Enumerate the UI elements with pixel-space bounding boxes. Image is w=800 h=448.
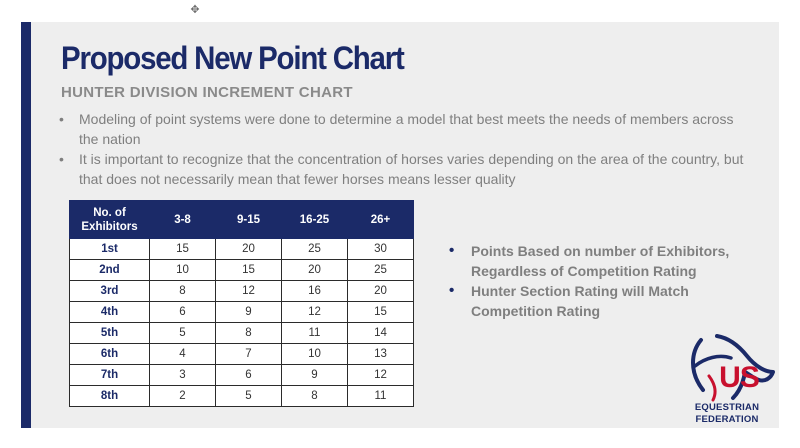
points-cell: 20	[215, 238, 282, 260]
table-row: 8th 2 5 8 11	[69, 385, 414, 407]
points-cell: 15	[347, 301, 414, 323]
move-cursor-icon: ✥	[190, 3, 200, 16]
points-cell: 7	[215, 343, 282, 365]
bullet-dot-icon: •	[59, 151, 64, 167]
logo-line-federation: FEDERATION	[695, 414, 759, 425]
place-cell: 1st	[69, 238, 150, 260]
table-row: 1st 15 20 25 30	[69, 238, 414, 260]
us-equestrian-logo: US EQUESTRIAN FEDERATION	[673, 332, 779, 428]
points-cell: 12	[215, 280, 282, 302]
intro-bullet-1: • Modeling of point systems were done to…	[57, 109, 747, 149]
table-row: 4th 6 9 12 15	[69, 301, 414, 323]
points-cell: 2	[149, 385, 216, 407]
header-range: 3-8	[149, 200, 216, 239]
summary-bullet-text: Hunter Section Rating will Match Competi…	[471, 283, 689, 319]
points-cell: 12	[347, 364, 414, 386]
points-cell: 14	[347, 322, 414, 344]
points-cell: 8	[215, 322, 282, 344]
table-row: 3rd 8 12 16 20	[69, 280, 414, 302]
points-cell: 13	[347, 343, 414, 365]
place-cell: 7th	[69, 364, 150, 386]
table-row: 6th 4 7 10 13	[69, 343, 414, 365]
accent-bar	[21, 22, 31, 428]
points-cell: 20	[347, 280, 414, 302]
place-cell: 4th	[69, 301, 150, 323]
summary-bullet-text: Points Based on number of Exhibitors, Re…	[471, 243, 730, 279]
table-header-row: No. of Exhibitors 3-8 9-15 16-25 26+	[69, 200, 414, 239]
points-cell: 9	[215, 301, 282, 323]
points-cell: 9	[281, 364, 348, 386]
points-cell: 10	[149, 259, 216, 281]
intro-bullet-list: • Modeling of point systems were done to…	[57, 109, 747, 189]
summary-bullet-list: • Points Based on number of Exhibitors, …	[445, 241, 765, 321]
points-cell: 25	[347, 259, 414, 281]
table-row: 2nd 10 15 20 25	[69, 259, 414, 281]
points-cell: 15	[215, 259, 282, 281]
points-cell: 8	[149, 280, 216, 302]
points-cell: 10	[281, 343, 348, 365]
points-cell: 11	[347, 385, 414, 407]
place-cell: 5th	[69, 322, 150, 344]
points-cell: 4	[149, 343, 216, 365]
table-row: 5th 5 8 11 14	[69, 322, 414, 344]
place-cell: 6th	[69, 343, 150, 365]
intro-bullet-text: Modeling of point systems were done to d…	[79, 111, 734, 147]
points-cell: 16	[281, 280, 348, 302]
points-cell: 6	[215, 364, 282, 386]
intro-bullet-2: • It is important to recognize that the …	[57, 149, 747, 189]
header-range: 16-25	[281, 200, 348, 239]
header-range: 26+	[347, 200, 414, 239]
slide-title: Proposed New Point Chart	[61, 40, 405, 76]
points-cell: 3	[149, 364, 216, 386]
points-cell: 12	[281, 301, 348, 323]
summary-bullet-2: • Hunter Section Rating will Match Compe…	[445, 281, 765, 321]
header-range: 9-15	[215, 200, 282, 239]
points-cell: 11	[281, 322, 348, 344]
bullet-dot-icon: •	[449, 242, 455, 259]
bullet-dot-icon: •	[59, 111, 64, 127]
summary-bullet-1: • Points Based on number of Exhibitors, …	[445, 241, 765, 281]
header-exhibitors-line2: Exhibitors	[81, 220, 138, 233]
points-cell: 5	[215, 385, 282, 407]
header-exhibitors: No. of Exhibitors	[69, 200, 150, 239]
points-cell: 5	[149, 322, 216, 344]
points-cell: 8	[281, 385, 348, 407]
slide-subtitle: HUNTER DIVISION INCREMENT CHART	[61, 84, 353, 101]
place-cell: 3rd	[69, 280, 150, 302]
place-cell: 8th	[69, 385, 150, 407]
points-cell: 25	[281, 238, 348, 260]
points-cell: 20	[281, 259, 348, 281]
place-cell: 2nd	[69, 259, 150, 281]
header-exhibitors-line1: No. of	[93, 206, 126, 219]
horse-head-logo-icon	[691, 334, 775, 402]
slide: Proposed New Point Chart HUNTER DIVISION…	[21, 22, 779, 428]
logo-us-text: US	[719, 361, 760, 394]
intro-bullet-text: It is important to recognize that the co…	[79, 151, 744, 187]
points-cell: 15	[149, 238, 216, 260]
point-chart-table: No. of Exhibitors 3-8 9-15 16-25 26+ 1st…	[69, 200, 414, 407]
points-cell: 6	[149, 301, 216, 323]
points-cell: 30	[347, 238, 414, 260]
table-row: 7th 3 6 9 12	[69, 364, 414, 386]
logo-line-equestrian: EQUESTRIAN	[694, 402, 760, 413]
bullet-dot-icon: •	[449, 282, 455, 299]
